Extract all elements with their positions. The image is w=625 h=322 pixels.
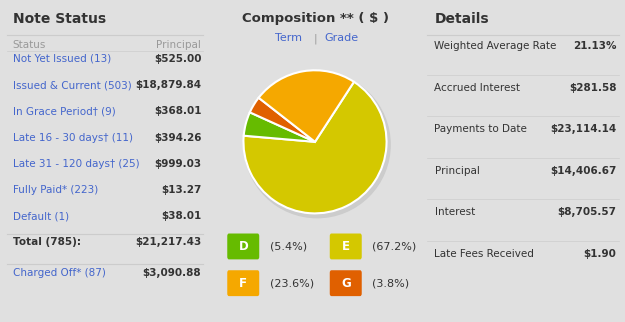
Wedge shape — [244, 82, 386, 213]
Text: In Grace Period† (9): In Grace Period† (9) — [12, 106, 116, 116]
Text: Late Fees Received: Late Fees Received — [434, 249, 534, 259]
Text: $1.90: $1.90 — [584, 249, 616, 259]
Text: $18,879.84: $18,879.84 — [135, 80, 201, 90]
Wedge shape — [250, 98, 315, 142]
Text: Grade: Grade — [324, 33, 359, 43]
Text: D: D — [238, 240, 248, 253]
Text: Note Status: Note Status — [12, 13, 106, 26]
Text: Not Yet Issued (13): Not Yet Issued (13) — [12, 54, 111, 64]
Text: $281.58: $281.58 — [569, 83, 616, 93]
Text: Details: Details — [434, 13, 489, 26]
Text: (5.4%): (5.4%) — [270, 241, 307, 251]
Text: $394.26: $394.26 — [154, 133, 201, 143]
Text: Principal: Principal — [434, 166, 479, 176]
FancyBboxPatch shape — [330, 233, 362, 260]
Text: Total (785):: Total (785): — [12, 237, 81, 247]
Text: $368.01: $368.01 — [154, 106, 201, 116]
Text: $525.00: $525.00 — [154, 54, 201, 64]
Text: (3.8%): (3.8%) — [372, 278, 409, 288]
Text: Charged Off* (87): Charged Off* (87) — [12, 268, 106, 278]
FancyBboxPatch shape — [228, 233, 259, 260]
Text: Principal: Principal — [156, 40, 201, 50]
Text: Status: Status — [12, 40, 46, 50]
Text: Weighted Average Rate: Weighted Average Rate — [434, 41, 557, 51]
Text: (67.2%): (67.2%) — [372, 241, 417, 251]
FancyBboxPatch shape — [228, 270, 259, 296]
Text: $38.01: $38.01 — [161, 211, 201, 221]
FancyBboxPatch shape — [330, 270, 362, 296]
Text: (23.6%): (23.6%) — [270, 278, 314, 288]
Text: $23,114.14: $23,114.14 — [550, 124, 616, 134]
Text: Late 16 - 30 days† (11): Late 16 - 30 days† (11) — [12, 133, 132, 143]
Text: G: G — [341, 277, 351, 289]
Text: Default (1): Default (1) — [12, 211, 69, 221]
Text: Term: Term — [275, 33, 302, 43]
Text: $21,217.43: $21,217.43 — [135, 237, 201, 247]
Wedge shape — [244, 112, 315, 142]
Text: Accrued Interest: Accrued Interest — [434, 83, 521, 93]
Text: Late 31 - 120 days† (25): Late 31 - 120 days† (25) — [12, 159, 139, 169]
Circle shape — [244, 72, 390, 218]
Text: $999.03: $999.03 — [154, 159, 201, 169]
Text: $8,705.57: $8,705.57 — [558, 207, 616, 217]
Text: $3,090.88: $3,090.88 — [142, 268, 201, 278]
Text: E: E — [342, 240, 350, 253]
Text: 21.13%: 21.13% — [573, 41, 616, 51]
Text: F: F — [239, 277, 248, 289]
Text: $14,406.67: $14,406.67 — [550, 166, 616, 176]
Text: Issued & Current (503): Issued & Current (503) — [12, 80, 131, 90]
Text: $13.27: $13.27 — [161, 185, 201, 195]
Wedge shape — [259, 70, 354, 142]
Text: Composition ** ( $ ): Composition ** ( $ ) — [241, 13, 389, 25]
Text: Fully Paid* (223): Fully Paid* (223) — [12, 185, 98, 195]
Text: Payments to Date: Payments to Date — [434, 124, 528, 134]
Text: Interest: Interest — [434, 207, 475, 217]
Text: |: | — [313, 33, 317, 44]
